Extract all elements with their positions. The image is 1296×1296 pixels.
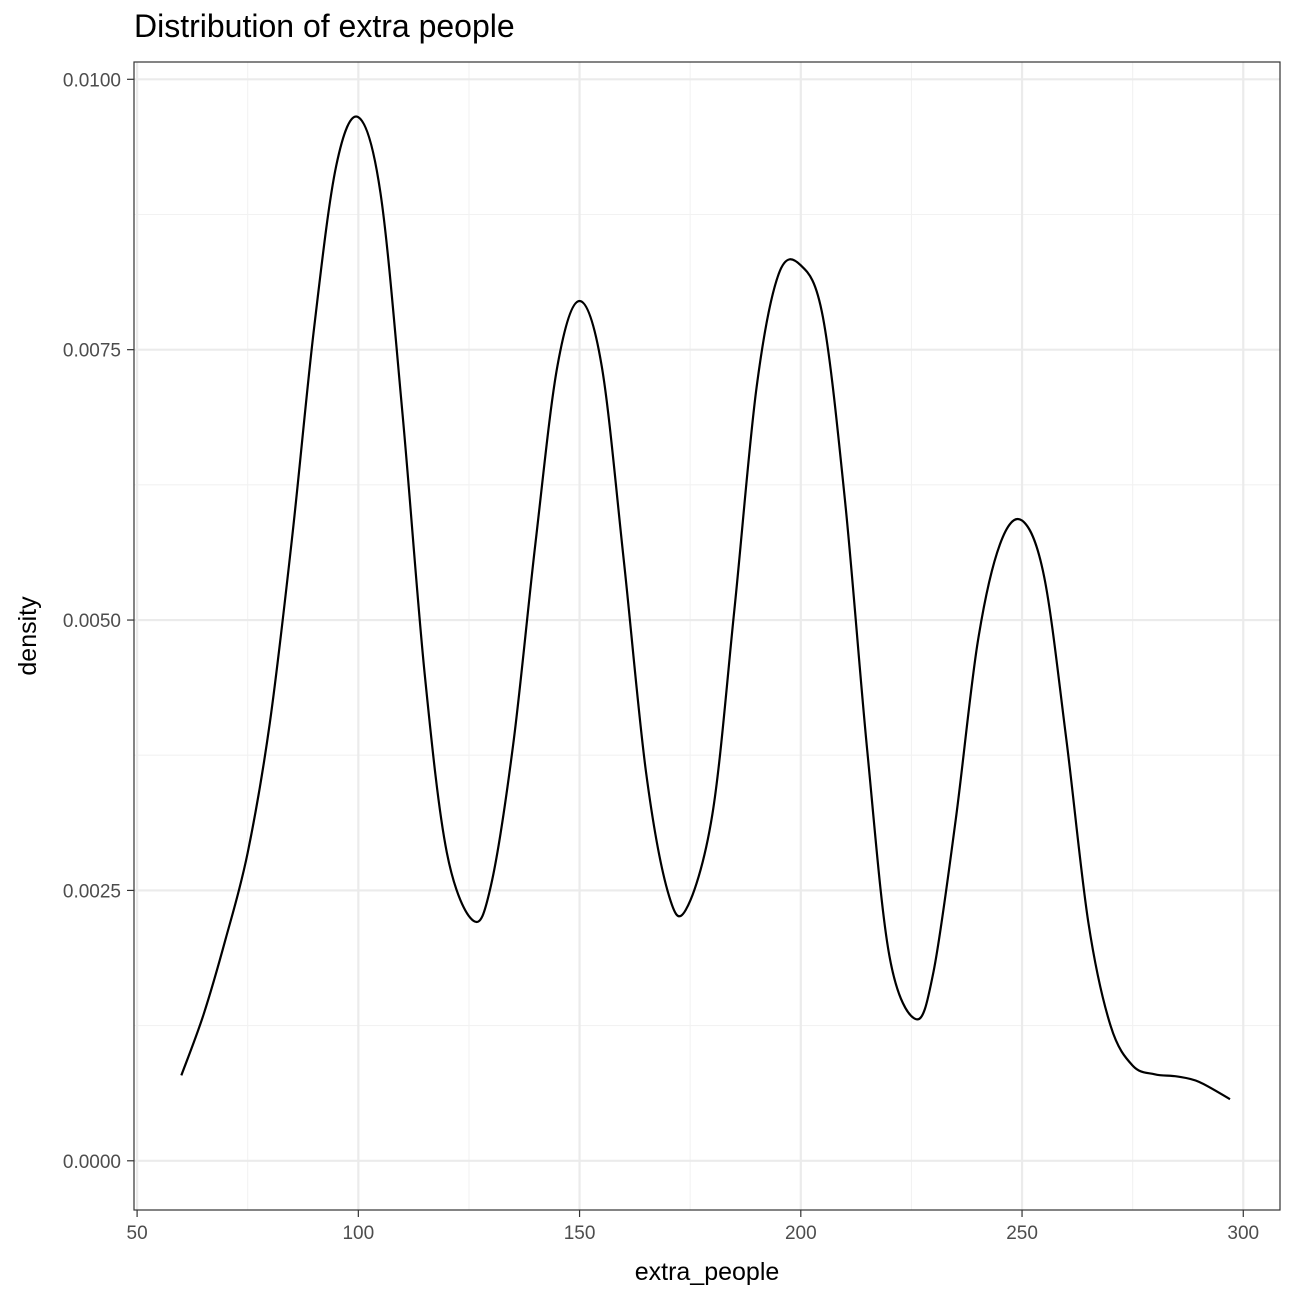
x-axis: 50 100 150 200 250 300 bbox=[127, 1210, 1259, 1244]
x-tick-label: 300 bbox=[1227, 1223, 1259, 1244]
x-axis-title: extra_people bbox=[635, 1258, 780, 1286]
y-tick-label: 0.0025 bbox=[63, 881, 121, 902]
grid-minor bbox=[134, 62, 1280, 1210]
grid-major bbox=[134, 62, 1280, 1210]
y-tick-label: 0.0050 bbox=[63, 611, 121, 632]
chart-title: Distribution of extra people bbox=[134, 8, 515, 44]
y-tick-label: 0.0000 bbox=[63, 1152, 121, 1173]
panel-border bbox=[133, 61, 1281, 1211]
density-line bbox=[180, 115, 1231, 1101]
x-tick-label: 100 bbox=[342, 1223, 374, 1244]
x-tick-label: 150 bbox=[564, 1223, 596, 1244]
y-tick-label: 0.0075 bbox=[63, 341, 121, 362]
x-tick-label: 50 bbox=[127, 1223, 148, 1244]
x-tick-label: 200 bbox=[785, 1223, 817, 1244]
x-tick-label: 250 bbox=[1006, 1223, 1038, 1244]
y-axis-title: density bbox=[14, 596, 42, 676]
y-tick-label: 0.0100 bbox=[63, 70, 121, 91]
y-axis: 0.0000 0.0025 0.0050 0.0075 0.0100 bbox=[63, 70, 134, 1173]
